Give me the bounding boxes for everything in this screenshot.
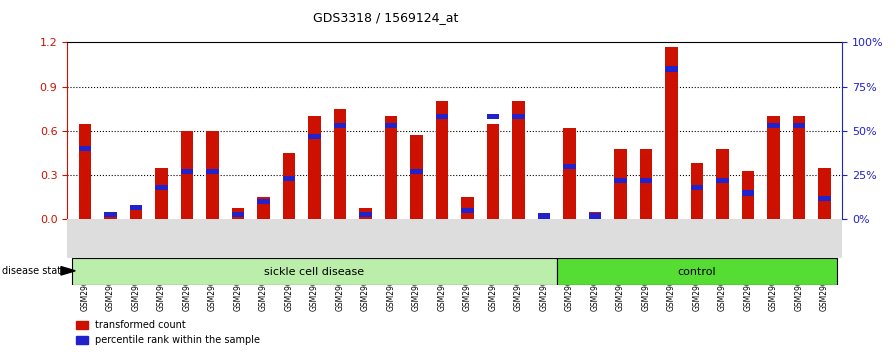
Bar bbox=[104, 212, 116, 219]
Bar bbox=[333, 123, 347, 128]
Bar bbox=[206, 131, 219, 219]
Bar bbox=[589, 212, 601, 219]
Bar bbox=[308, 116, 321, 219]
Bar bbox=[410, 169, 423, 174]
Bar bbox=[767, 116, 780, 219]
Bar bbox=[359, 212, 372, 217]
Bar bbox=[257, 198, 270, 219]
Bar bbox=[640, 178, 652, 183]
Text: sickle cell disease: sickle cell disease bbox=[264, 267, 365, 277]
Bar bbox=[487, 124, 499, 219]
Bar bbox=[818, 196, 831, 201]
Polygon shape bbox=[61, 267, 75, 275]
Bar bbox=[767, 123, 780, 128]
Text: GDS3318 / 1569124_at: GDS3318 / 1569124_at bbox=[313, 11, 458, 24]
Bar bbox=[716, 178, 728, 183]
Bar bbox=[333, 109, 347, 219]
Bar bbox=[79, 146, 91, 151]
Bar bbox=[257, 199, 270, 204]
Bar bbox=[73, 258, 556, 285]
Bar bbox=[793, 123, 806, 128]
Bar bbox=[435, 102, 448, 219]
Bar bbox=[691, 185, 703, 190]
Bar bbox=[232, 212, 245, 217]
Bar bbox=[614, 178, 627, 183]
Bar bbox=[155, 185, 168, 190]
Bar bbox=[538, 213, 550, 218]
Bar bbox=[563, 164, 576, 169]
Bar bbox=[232, 208, 245, 219]
Bar bbox=[308, 134, 321, 139]
Bar bbox=[513, 102, 525, 219]
Bar bbox=[665, 67, 677, 72]
Bar bbox=[79, 124, 91, 219]
Bar bbox=[742, 171, 754, 219]
Bar bbox=[130, 205, 142, 219]
Bar bbox=[487, 114, 499, 119]
Bar bbox=[614, 149, 627, 219]
Bar bbox=[206, 169, 219, 174]
Bar bbox=[130, 205, 142, 210]
Bar bbox=[384, 123, 397, 128]
Bar bbox=[563, 128, 576, 219]
Bar bbox=[359, 208, 372, 219]
Bar bbox=[793, 116, 806, 219]
Bar bbox=[104, 212, 116, 217]
Bar bbox=[640, 149, 652, 219]
Bar bbox=[384, 116, 397, 219]
Legend: transformed count, percentile rank within the sample: transformed count, percentile rank withi… bbox=[72, 316, 264, 349]
Bar bbox=[461, 198, 474, 219]
Bar bbox=[691, 164, 703, 219]
Bar bbox=[665, 47, 677, 219]
Bar bbox=[282, 153, 296, 219]
Bar bbox=[181, 169, 194, 174]
Bar bbox=[556, 258, 837, 285]
Bar bbox=[538, 217, 550, 219]
Bar bbox=[589, 213, 601, 218]
Bar bbox=[181, 131, 194, 219]
Text: control: control bbox=[677, 267, 716, 277]
Bar bbox=[818, 168, 831, 219]
Bar bbox=[513, 114, 525, 119]
Bar bbox=[410, 136, 423, 219]
Bar bbox=[155, 168, 168, 219]
Text: disease state: disease state bbox=[2, 266, 67, 276]
Bar bbox=[461, 208, 474, 213]
Bar bbox=[742, 190, 754, 195]
Bar bbox=[435, 114, 448, 119]
Bar bbox=[282, 176, 296, 181]
Bar bbox=[716, 149, 728, 219]
